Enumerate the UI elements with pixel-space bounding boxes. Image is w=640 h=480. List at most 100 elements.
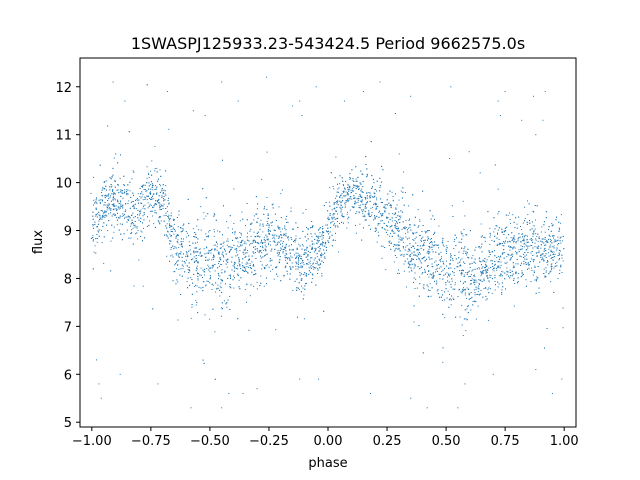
data-point (550, 281, 552, 283)
data-point (325, 246, 327, 248)
data-point (394, 224, 396, 226)
data-point (215, 248, 216, 250)
data-point (423, 245, 425, 246)
data-point (384, 206, 386, 208)
data-point (351, 169, 353, 171)
data-point (392, 196, 394, 197)
data-point (262, 247, 264, 249)
data-point (146, 199, 148, 201)
data-point (560, 236, 562, 238)
data-point (167, 230, 169, 232)
data-point (408, 271, 410, 273)
data-point (525, 234, 527, 236)
data-point (220, 282, 222, 284)
data-point (390, 242, 392, 244)
data-point (417, 245, 419, 247)
data-point (361, 173, 363, 175)
data-point (165, 170, 167, 172)
data-point (175, 247, 177, 249)
data-point (218, 251, 220, 253)
data-point (154, 210, 156, 212)
data-point (156, 186, 158, 188)
data-point (245, 247, 247, 249)
data-point (319, 263, 321, 265)
data-point (246, 203, 248, 204)
data-point (423, 240, 425, 241)
data-point (543, 273, 545, 274)
data-point (114, 193, 116, 195)
data-point (293, 241, 294, 243)
data-point (327, 240, 329, 242)
data-point (352, 206, 354, 208)
data-point (371, 175, 373, 177)
data-point (258, 252, 260, 254)
data-point (558, 259, 560, 261)
data-point (533, 229, 535, 231)
data-point (325, 202, 327, 203)
data-point (153, 206, 155, 208)
data-point (471, 270, 473, 272)
data-point (209, 267, 211, 269)
data-point (377, 231, 379, 233)
data-point (140, 202, 142, 204)
data-point (137, 217, 139, 219)
data-point (109, 177, 111, 179)
data-point (385, 269, 387, 271)
data-point (469, 267, 471, 268)
data-point (194, 260, 196, 262)
data-point (361, 201, 363, 203)
data-point (426, 231, 428, 233)
data-point (130, 232, 132, 234)
data-point (255, 273, 257, 275)
data-point (168, 217, 170, 219)
data-point (229, 295, 231, 297)
data-point (406, 286, 407, 288)
data-point (432, 266, 434, 268)
data-point (364, 214, 366, 216)
data-point (315, 249, 317, 251)
data-point (520, 248, 522, 250)
data-point (436, 280, 438, 282)
data-point (508, 245, 510, 247)
data-point (99, 164, 101, 166)
data-point (263, 239, 265, 241)
data-point (329, 205, 331, 207)
data-point (399, 215, 400, 217)
data-point (362, 186, 364, 187)
data-point (260, 249, 262, 251)
data-point (360, 190, 362, 192)
data-point (307, 228, 309, 230)
data-point (446, 247, 448, 249)
data-point (330, 222, 331, 224)
data-point (307, 264, 309, 266)
data-point (561, 240, 563, 242)
data-point (555, 219, 557, 221)
data-point (235, 238, 237, 240)
data-point (505, 230, 507, 232)
data-point (137, 214, 139, 216)
data-point (535, 252, 537, 254)
data-point (511, 240, 513, 241)
data-point (350, 196, 352, 197)
data-point (181, 256, 183, 258)
data-point (335, 232, 336, 234)
data-point (238, 286, 240, 288)
data-point (311, 246, 313, 248)
data-point (307, 238, 309, 240)
data-point (221, 269, 223, 271)
data-point (530, 252, 532, 254)
data-point (203, 362, 205, 364)
data-point (510, 246, 512, 248)
data-point (317, 240, 319, 242)
data-point (514, 247, 516, 249)
data-point (177, 264, 179, 266)
data-point (502, 245, 504, 246)
data-point (526, 241, 528, 243)
data-point (534, 242, 536, 244)
data-point (241, 234, 242, 236)
data-point (181, 260, 183, 262)
data-point (412, 232, 414, 234)
data-point (101, 218, 103, 220)
data-point (372, 206, 374, 208)
data-point (453, 272, 455, 274)
